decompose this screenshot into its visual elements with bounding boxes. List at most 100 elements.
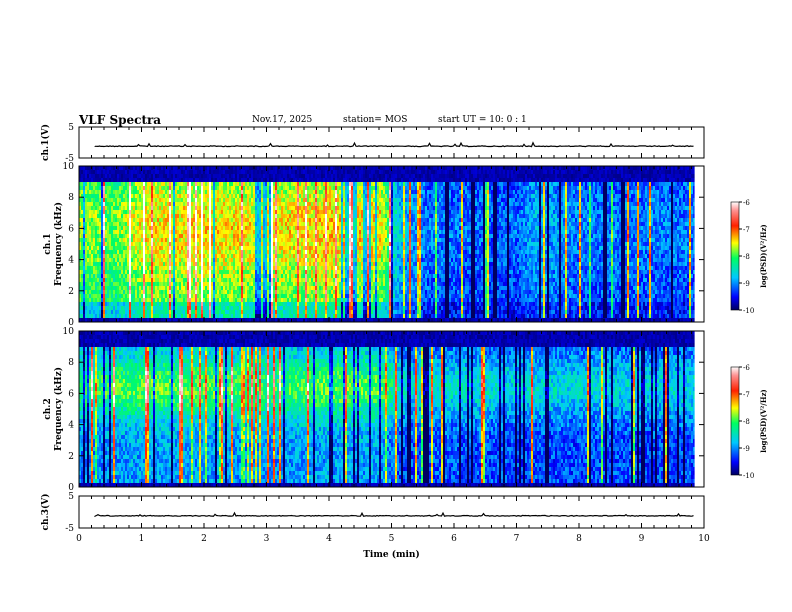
- spectrogram-cell: [125, 170, 128, 175]
- spectrogram-cell: [255, 314, 258, 319]
- spectrogram-cell: [259, 266, 262, 271]
- spectrogram-cell: [189, 314, 192, 319]
- spectrogram-cell: [159, 218, 162, 223]
- spectrogram-cell: [303, 202, 306, 207]
- spectrogram-cell: [305, 270, 308, 275]
- spectrogram-cell: [99, 258, 102, 263]
- spectrogram-cell: [155, 250, 158, 255]
- spectrogram-cell: [259, 238, 262, 243]
- spectrogram-cell: [323, 198, 326, 203]
- spectrogram-cell: [179, 250, 182, 255]
- spectrogram-cell: [83, 218, 86, 223]
- spectrogram-cell: [171, 270, 174, 275]
- spectrogram-cell: [193, 294, 196, 299]
- spectrogram-cell: [99, 174, 102, 179]
- spectrogram-cell: [313, 230, 316, 235]
- spectrogram-cell: [97, 194, 100, 199]
- spectrogram-cell: [305, 234, 308, 239]
- spectrogram-cell: [193, 302, 196, 307]
- spectrogram-cell: [309, 202, 312, 207]
- spectrogram-cell: [271, 262, 274, 267]
- spectrogram-cell: [239, 318, 242, 323]
- spectrogram-cell: [329, 174, 332, 179]
- spectrogram-cell: [319, 258, 322, 263]
- spectrogram-cell: [239, 310, 242, 315]
- spectrogram-cell: [207, 286, 210, 291]
- spectrogram-cell: [87, 258, 90, 263]
- spectrogram-cell: [217, 302, 220, 307]
- spectrogram-cell: [119, 210, 122, 215]
- spectrogram-cell: [133, 254, 136, 259]
- spectrogram-cell: [143, 246, 146, 251]
- spectrogram-cell: [235, 202, 238, 207]
- spectrogram-cell: [145, 170, 148, 175]
- spectrogram-cell: [205, 290, 208, 295]
- spectrogram-cell: [171, 274, 174, 279]
- spectrogram-cell: [79, 250, 82, 255]
- spectrogram-cell: [247, 258, 250, 263]
- spectrogram-cell: [269, 298, 272, 303]
- spectrogram-cell: [183, 178, 186, 183]
- spectrogram-cell: [87, 198, 90, 203]
- spectrogram-cell: [89, 214, 92, 219]
- spectrogram-cell: [111, 246, 114, 251]
- spectrogram-cell: [147, 222, 150, 227]
- spectrogram-cell: [311, 254, 314, 259]
- spectrogram-cell: [225, 238, 228, 243]
- spectrogram-cell: [285, 182, 288, 187]
- spectrogram-cell: [109, 294, 112, 299]
- spectrogram-cell: [289, 314, 292, 319]
- spectrogram-cell: [175, 226, 178, 231]
- spectrogram-cell: [161, 318, 164, 323]
- spectrogram-cell: [323, 274, 326, 279]
- spectrogram-cell: [197, 318, 200, 323]
- spectrogram-cell: [189, 190, 192, 195]
- spectrogram-cell: [153, 210, 156, 215]
- spectrogram-cell: [305, 166, 308, 171]
- spectrogram-cell: [139, 310, 142, 315]
- spectrogram-cell: [105, 178, 108, 183]
- spectrogram-cell: [87, 174, 90, 179]
- spectrogram-cell: [257, 290, 260, 295]
- spectrogram-cell: [213, 202, 216, 207]
- spectrogram-cell: [153, 266, 156, 271]
- spectrogram-cell: [119, 178, 122, 183]
- spectrogram-cell: [129, 258, 132, 263]
- spectrogram-cell: [275, 226, 278, 231]
- spectrogram-cell: [225, 206, 228, 211]
- spectrogram-cell: [233, 262, 236, 267]
- spectrogram-cell: [273, 214, 276, 219]
- spectrogram-cell: [217, 306, 220, 311]
- spectrogram-cell: [259, 198, 262, 203]
- spectrogram-cell: [121, 178, 124, 183]
- spectrogram-cell: [255, 270, 258, 275]
- spectrogram-cell: [115, 262, 118, 267]
- spectrogram-cell: [107, 194, 110, 199]
- spectrogram-cell: [93, 206, 96, 211]
- spectrogram-cell: [297, 318, 300, 323]
- spectrogram-cell: [271, 270, 274, 275]
- spectrogram-cell: [299, 290, 302, 295]
- spectrogram-cell: [325, 302, 328, 307]
- spectrogram-cell: [291, 214, 294, 219]
- spectrogram-cell: [149, 306, 152, 311]
- spectrogram-cell: [325, 174, 328, 179]
- spectrogram-cell: [85, 190, 88, 195]
- spectrogram-cell: [291, 210, 294, 215]
- spectrogram-cell: [295, 230, 298, 235]
- spectrogram-cell: [227, 234, 230, 239]
- spectrogram-cell: [287, 210, 290, 215]
- spectrogram-cell: [273, 266, 276, 271]
- spectrogram-cell: [277, 202, 280, 207]
- spectrogram-cell: [135, 194, 138, 199]
- spectrogram-cell: [211, 242, 214, 247]
- spectrogram-cell: [113, 262, 116, 267]
- spectrogram-cell: [249, 298, 252, 303]
- spectrogram-cell: [119, 226, 122, 231]
- spectrogram-cell: [183, 230, 186, 235]
- spectrogram-cell: [231, 314, 234, 319]
- spectrogram-cell: [187, 206, 190, 211]
- spectrogram-cell: [207, 282, 210, 287]
- spectrogram-cell: [269, 222, 272, 227]
- spectrogram-cell: [293, 190, 296, 195]
